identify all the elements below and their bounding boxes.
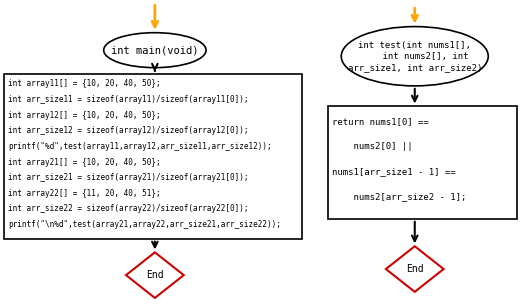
Bar [328,106,517,219]
Ellipse shape [104,33,206,68]
Text: printf("%d",test(array11,array12,arr_size11,arr_size12));: printf("%d",test(array11,array12,arr_siz… [8,142,272,151]
Text: nums2[arr_size2 - 1];: nums2[arr_size2 - 1]; [332,192,467,201]
Text: int array22[] = {11, 20, 40, 51};: int array22[] = {11, 20, 40, 51}; [8,189,161,198]
Bar [4,74,302,239]
Text: int array11[] = {10, 20, 40, 50};: int array11[] = {10, 20, 40, 50}; [8,79,161,88]
Ellipse shape [341,27,488,86]
Text: int arr_size22 = sizeof(array22)/sizeof(array22[0]);: int arr_size22 = sizeof(array22)/sizeof(… [8,204,249,213]
Text: End: End [146,270,164,280]
Text: int arr_size11 = sizeof(array11)/sizeof(array11[0]);: int arr_size11 = sizeof(array11)/sizeof(… [8,95,249,104]
Text: End: End [406,264,424,274]
Polygon shape [386,246,444,292]
Text: int test(int nums1[],
    int nums2[], int
arr_size1, int arr_size2): int test(int nums1[], int nums2[], int a… [348,41,482,72]
Text: int arr_size21 = sizeof(array21)/sizeof(array21[0]);: int arr_size21 = sizeof(array21)/sizeof(… [8,173,249,182]
Text: int arr_size12 = sizeof(array12)/sizeof(array12[0]);: int arr_size12 = sizeof(array12)/sizeof(… [8,126,249,135]
Text: int main(void): int main(void) [111,45,198,55]
Text: return nums1[0] ==: return nums1[0] == [332,117,429,126]
Text: int array21[] = {10, 20, 40, 50};: int array21[] = {10, 20, 40, 50}; [8,157,161,167]
Text: nums1[arr_size1 - 1] ==: nums1[arr_size1 - 1] == [332,167,456,176]
Text: int array12[] = {10, 20, 40, 50};: int array12[] = {10, 20, 40, 50}; [8,111,161,120]
Text: nums2[0] ||: nums2[0] || [332,142,413,151]
Text: printf("\n%d",test(array21,array22,arr_size21,arr_size22));: printf("\n%d",test(array21,array22,arr_s… [8,220,281,229]
Polygon shape [126,252,184,298]
